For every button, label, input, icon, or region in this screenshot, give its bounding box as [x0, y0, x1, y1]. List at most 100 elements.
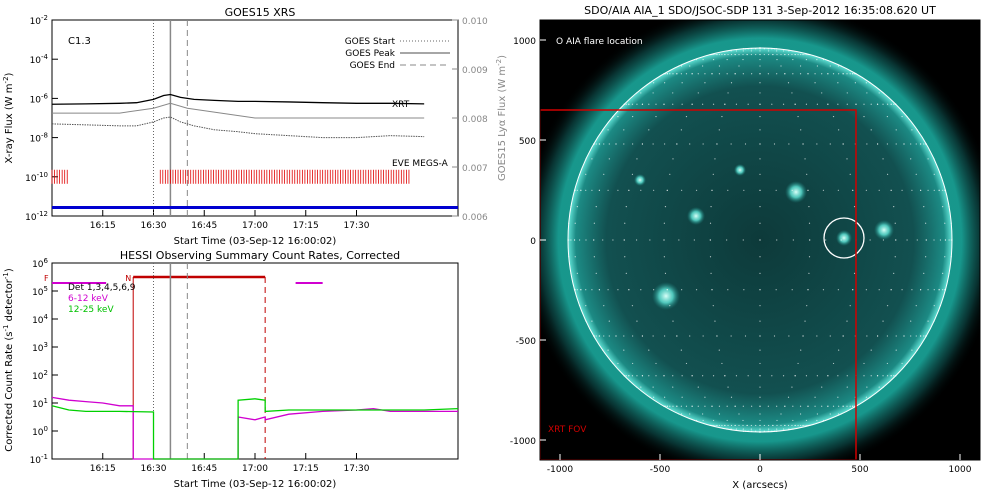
aia-grid-dot: [714, 424, 716, 427]
aia-grid-dot: [866, 386, 868, 388]
aia-grid-dot: [742, 73, 744, 75]
aia-grid-dot: [666, 189, 668, 191]
aia-grid-dot: [721, 424, 723, 427]
aia-grid-dot: [625, 272, 627, 274]
aia-grid-dot: [664, 272, 667, 274]
aia-grid-dot: [759, 82, 761, 84]
aia-grid-dot: [676, 405, 678, 407]
aia-grid-dot: [685, 405, 688, 407]
aia-grid-dot: [944, 256, 946, 258]
aia-grid-dot: [664, 335, 666, 337]
goes-series-group: [51, 20, 458, 216]
aia-grid-dot: [598, 189, 600, 191]
hessi-axes: 106 105 104 103 102 101 100 10-1 16:15 16:30 16:45…: [30, 257, 370, 474]
aia-grid-dot: [794, 103, 796, 105]
aia-xtick-label: -500: [650, 465, 671, 475]
aia-grid-dot: [804, 158, 806, 160]
hessi-xtick-label: 16:15: [90, 464, 116, 474]
aia-grid-dot: [695, 189, 698, 191]
aia-grid-dot: [574, 222, 576, 224]
aia-grid-dot: [702, 65, 704, 67]
aia-grid-dot: [799, 73, 802, 75]
aia-grid-dot: [782, 375, 785, 377]
hessi-ytick-label: 100: [32, 425, 48, 438]
aia-grid-dot: [595, 143, 597, 145]
aia-grid-dot: [652, 92, 654, 94]
aia-grid-dot: [697, 405, 699, 407]
aia-grid-dot: [893, 103, 895, 105]
hessi-xlabel: Start Time (03-Sep-12 16:00:02): [174, 479, 337, 490]
aia-grid-dot: [832, 405, 835, 407]
aia-grid-dot: [697, 73, 699, 75]
aia-grid-dot: [911, 189, 913, 191]
aia-grid-dot: [916, 239, 918, 241]
aia-grid-dot: [791, 386, 793, 388]
aia-grid-dot: [727, 53, 729, 56]
aia-grid-dot: [759, 239, 761, 241]
aia-grid-dot: [852, 405, 854, 407]
aia-grid-dot: [759, 320, 761, 322]
aia-grid-dot: [759, 375, 761, 377]
aia-grid-dot: [791, 92, 793, 94]
aia-active-region: [652, 282, 680, 310]
aia-grid-dot: [773, 335, 776, 337]
aia-grid-dot: [681, 396, 683, 398]
aia-grid-dot: [711, 405, 713, 407]
aia-grid-dot: [628, 289, 630, 291]
aia-grid-dot: [800, 53, 802, 56]
hessi-series-0: [51, 396, 458, 460]
aia-grid-dot: [768, 53, 770, 56]
aia-grid-dot: [615, 335, 617, 337]
aia-grid-dot: [767, 73, 769, 75]
aia-grid-dot: [718, 405, 721, 407]
goes-xrt-label: XRT: [392, 100, 410, 110]
aia-grid-dot: [759, 58, 761, 61]
aia-grid-dot: [767, 405, 769, 407]
aia-grid-dot: [669, 305, 671, 307]
aia-grid-dot: [920, 289, 922, 291]
aia-grid-dot: [911, 289, 913, 291]
aia-grid-dot: [742, 405, 744, 407]
aia-grid-dot: [791, 189, 793, 191]
aia-grid-dot: [678, 239, 680, 241]
aia-grid-dot: [730, 396, 733, 398]
aia-grid-dot: [915, 143, 917, 145]
aia-grid-dot: [870, 375, 872, 377]
aia-grid-dot: [866, 143, 868, 145]
aia-grid-dot: [676, 335, 678, 337]
aia-grid-dot: [759, 362, 761, 365]
aia-grid-dot: [923, 272, 925, 274]
aia-grid-dot: [669, 73, 671, 75]
aia-grid-dot: [933, 189, 935, 191]
aia-grid-dot: [636, 103, 638, 105]
aia-xrt-fov-box: [540, 109, 857, 460]
aia-grid-dot: [827, 103, 829, 105]
aia-grid-dot: [759, 115, 761, 118]
aia-grid-dot: [827, 405, 829, 407]
aia-grid-dot: [933, 289, 935, 291]
aia-grid-dot: [759, 396, 761, 398]
goes-xtick-label: 16:15: [90, 221, 116, 231]
aia-grid-dot: [809, 239, 811, 241]
aia-grid-dot: [842, 405, 844, 407]
aia-grid-dot: [759, 222, 761, 224]
aia-grid-dot: [780, 424, 782, 427]
aia-grid-dot: [849, 405, 851, 407]
aia-grid-dot: [751, 405, 753, 407]
aia-grid-dot: [804, 53, 806, 56]
aia-grid-dot: [800, 129, 802, 131]
aia-grid-dot: [649, 239, 651, 241]
aia-grid-dot: [730, 424, 733, 427]
hessi-ytick-label: 103: [32, 341, 48, 354]
aia-xtick-label: -1000: [547, 465, 573, 475]
aia-grid-dot: [878, 386, 880, 388]
aia-grid-dot: [663, 222, 665, 224]
aia-grid-dot: [666, 405, 668, 407]
aia-flare-circle: [823, 217, 865, 259]
aia-grid-dot: [711, 73, 713, 75]
aia-grid-dot: [863, 115, 865, 118]
aia-grid-dot: [691, 73, 693, 75]
aia-grid-dot: [608, 320, 610, 322]
aia-grid-dot: [636, 320, 638, 322]
